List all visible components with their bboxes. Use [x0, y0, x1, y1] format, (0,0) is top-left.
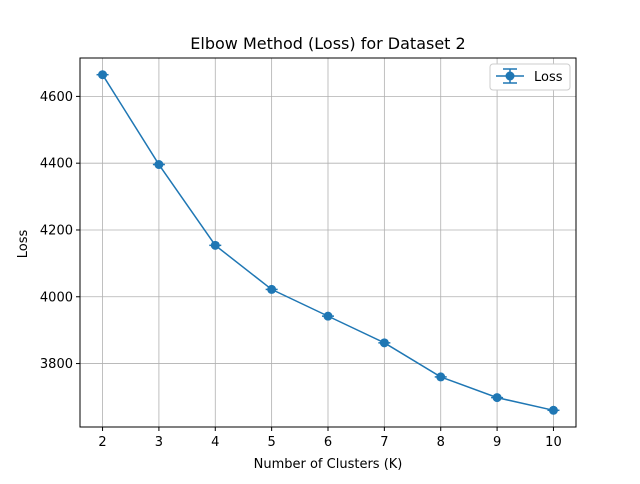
x-tick-label: 2 — [98, 435, 106, 450]
y-tick-label: 4000 — [40, 290, 73, 305]
y-tick-label: 3800 — [40, 357, 73, 372]
legend-line-marker-icon — [496, 68, 524, 84]
x-tick-label: 10 — [545, 435, 562, 450]
loss-data-point — [154, 160, 164, 170]
x-tick-label: 4 — [211, 435, 219, 450]
y-axis-label: Loss — [16, 230, 31, 259]
loss-data-point — [323, 311, 333, 321]
chart-title: Elbow Method (Loss) for Dataset 2 — [190, 34, 465, 53]
y-tick-label: 4400 — [40, 157, 73, 172]
x-tick-label: 7 — [380, 435, 388, 450]
series-loss — [96, 70, 560, 415]
loss-data-point — [548, 405, 558, 415]
loss-data-point — [98, 70, 108, 80]
x-tick-label: 3 — [155, 435, 163, 450]
loss-data-point — [492, 393, 502, 403]
x-axis-label: Number of Clusters (K) — [254, 457, 403, 472]
x-tick-label: 5 — [267, 435, 275, 450]
loss-data-point — [210, 240, 220, 250]
legend: Loss — [489, 63, 571, 91]
loss-data-point — [436, 372, 446, 382]
x-tick-label: 9 — [493, 435, 501, 450]
x-tick-label: 8 — [437, 435, 445, 450]
legend-label-loss: Loss — [534, 70, 563, 85]
y-tick-label: 4600 — [40, 90, 73, 105]
tick-marks: 2 3 4 5 6 7 8 9 10 3800 4000 4200 4400 4600 — [40, 90, 562, 450]
loss-data-point — [379, 338, 389, 348]
loss-data-point — [267, 284, 277, 294]
y-tick-label: 4200 — [40, 223, 73, 238]
x-tick-label: 6 — [324, 435, 332, 450]
